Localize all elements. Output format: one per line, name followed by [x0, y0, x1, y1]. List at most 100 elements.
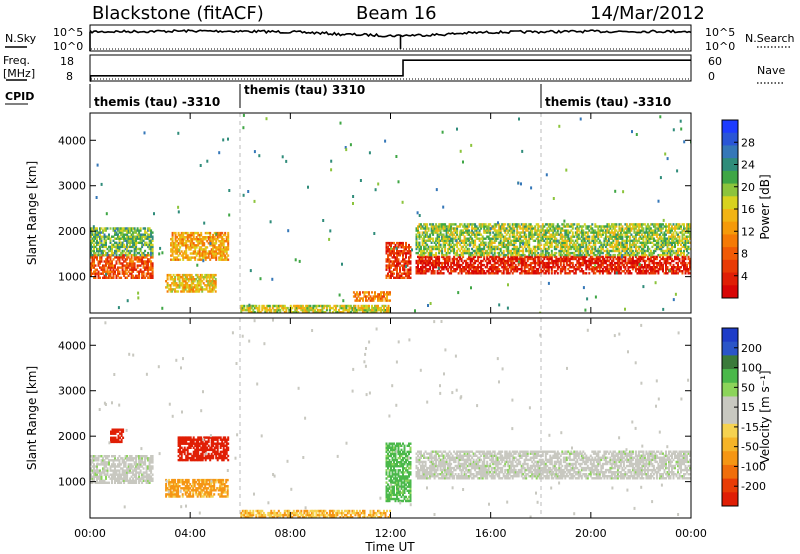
power-cell [493, 225, 496, 228]
power-cell [450, 223, 453, 226]
power-cell [439, 272, 442, 275]
power-cell [537, 237, 540, 240]
power-cell [391, 272, 394, 275]
power-cell [189, 284, 192, 287]
power-cell [380, 299, 382, 302]
power-cell [519, 227, 522, 230]
power-cell [547, 263, 550, 267]
power-cell [633, 229, 636, 232]
power-cell [486, 231, 489, 234]
power-cell [526, 255, 529, 259]
power-cell [597, 263, 600, 267]
power-cell [120, 256, 123, 259]
power-cell [213, 282, 216, 285]
power-cell [399, 254, 401, 257]
power-cell [624, 266, 627, 269]
power-cell [402, 252, 404, 255]
power-cell [541, 237, 544, 240]
power-cell [111, 247, 113, 251]
power-cell [224, 256, 227, 259]
power-cell [197, 258, 200, 261]
power-cell [90, 241, 92, 244]
power-cell [634, 263, 637, 267]
power-cell [522, 247, 525, 251]
power-cell [610, 229, 613, 232]
power-cell [180, 238, 183, 241]
power-cell [502, 263, 505, 267]
power-cell [112, 258, 115, 261]
power-cell [118, 253, 121, 257]
power-cell [322, 306, 325, 310]
power-cell [499, 270, 502, 273]
power-cell [609, 245, 612, 249]
power-cell [459, 239, 462, 242]
power-cell [204, 284, 207, 287]
power-cell [417, 225, 419, 228]
power-cell [421, 251, 424, 255]
power-cell [139, 235, 142, 238]
power-cell [453, 249, 456, 253]
power-cell [589, 255, 592, 259]
power-cell [487, 253, 490, 257]
power-cell [658, 261, 661, 265]
power-cell [537, 255, 540, 259]
power-cell [99, 245, 101, 249]
power-cell [384, 299, 387, 302]
power-cell [91, 253, 94, 257]
power-cell [640, 263, 643, 267]
power-cell [100, 237, 103, 240]
power-cell [565, 231, 568, 234]
power-cell [198, 256, 201, 259]
power-cell [252, 304, 255, 308]
power-cell [276, 306, 279, 310]
power-cell [483, 223, 486, 226]
power-cell [184, 286, 187, 289]
power-cell [598, 257, 601, 261]
power-cell [505, 253, 508, 257]
power-cell [399, 266, 401, 269]
power-cell [628, 261, 631, 265]
power-cell [207, 273, 210, 277]
power-cell [534, 270, 537, 273]
power-cell [442, 253, 445, 257]
power-cell [433, 245, 436, 249]
power-cell [189, 256, 192, 259]
power-cell [538, 263, 541, 267]
power-cell [502, 237, 505, 240]
power-cell [499, 259, 502, 263]
power-cell [495, 239, 498, 242]
power-cell [377, 304, 379, 308]
power-cell [90, 272, 92, 275]
power-cell [206, 236, 209, 239]
power-cell [501, 241, 504, 244]
power-cell [196, 288, 199, 291]
power-cell [564, 259, 567, 263]
power-cell [315, 311, 318, 313]
power-cell [426, 243, 429, 247]
power-cell [543, 229, 546, 232]
power-cell [224, 258, 227, 261]
power-cell [424, 239, 427, 242]
power-cell [677, 272, 679, 275]
power-cell [484, 243, 487, 247]
power-cell [520, 245, 523, 249]
power-cell [182, 244, 185, 247]
power-cell [129, 272, 132, 275]
power-cell [628, 227, 631, 230]
power-cell [365, 308, 367, 312]
power-cell [666, 266, 669, 269]
power-cell [442, 245, 445, 249]
power-cell [556, 261, 559, 265]
power-cell [417, 251, 419, 255]
power-cell [547, 223, 550, 226]
power-cell [502, 229, 505, 232]
power-cell [198, 246, 201, 249]
power-cell [510, 255, 513, 259]
date-label: 14/Mar/2012 [590, 3, 705, 24]
power-cell [438, 233, 441, 236]
power-cell [586, 233, 589, 236]
power-cell [484, 241, 487, 244]
power-cell [501, 233, 504, 236]
power-cell [429, 235, 432, 238]
power-cell [576, 249, 579, 253]
